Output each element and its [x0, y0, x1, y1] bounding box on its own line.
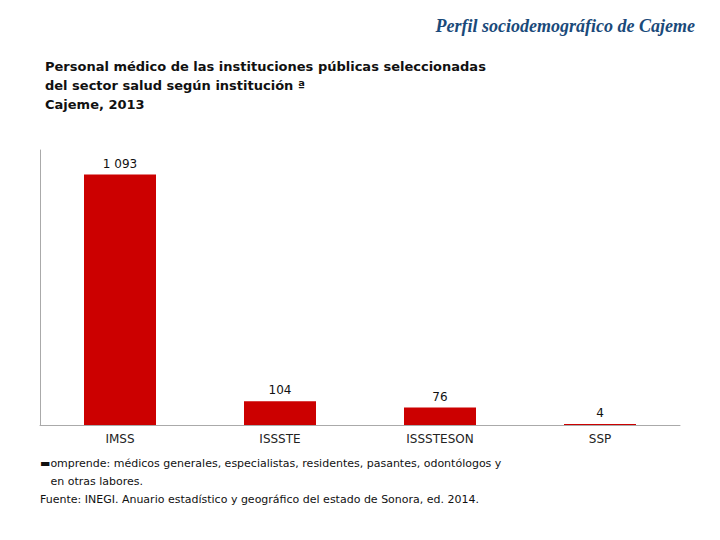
svg-text:▬omprende: médicos generales,: ▬omprende: médicos generales, especialis…	[40, 457, 502, 470]
svg-text:SSP: SSP	[589, 432, 611, 446]
svg-text:104: 104	[269, 383, 292, 397]
svg-text:Personal médico de las institu: Personal médico de las instituciones púb…	[45, 59, 486, 74]
svg-text:ISSSTESON: ISSSTESON	[406, 432, 473, 446]
svg-text:1 093: 1 093	[103, 157, 137, 171]
svg-text:del sector salud según institu: del sector salud según institución ª	[45, 78, 305, 93]
svg-text:Cajeme, 2013: Cajeme, 2013	[45, 97, 145, 112]
svg-text:ISSSTE: ISSSTE	[259, 432, 300, 446]
svg-text:IMSS: IMSS	[105, 432, 134, 446]
svg-text:Fuente: INEGI. Anuario estadís: Fuente: INEGI. Anuario estadístico y geo…	[40, 493, 479, 506]
svg-text:Perfil sociodemográfico de Caj: Perfil sociodemográfico de Cajeme	[435, 16, 695, 36]
svg-text:en otras labores.: en otras labores.	[40, 475, 143, 488]
svg-text:76: 76	[432, 390, 447, 404]
svg-text:4: 4	[596, 406, 604, 420]
